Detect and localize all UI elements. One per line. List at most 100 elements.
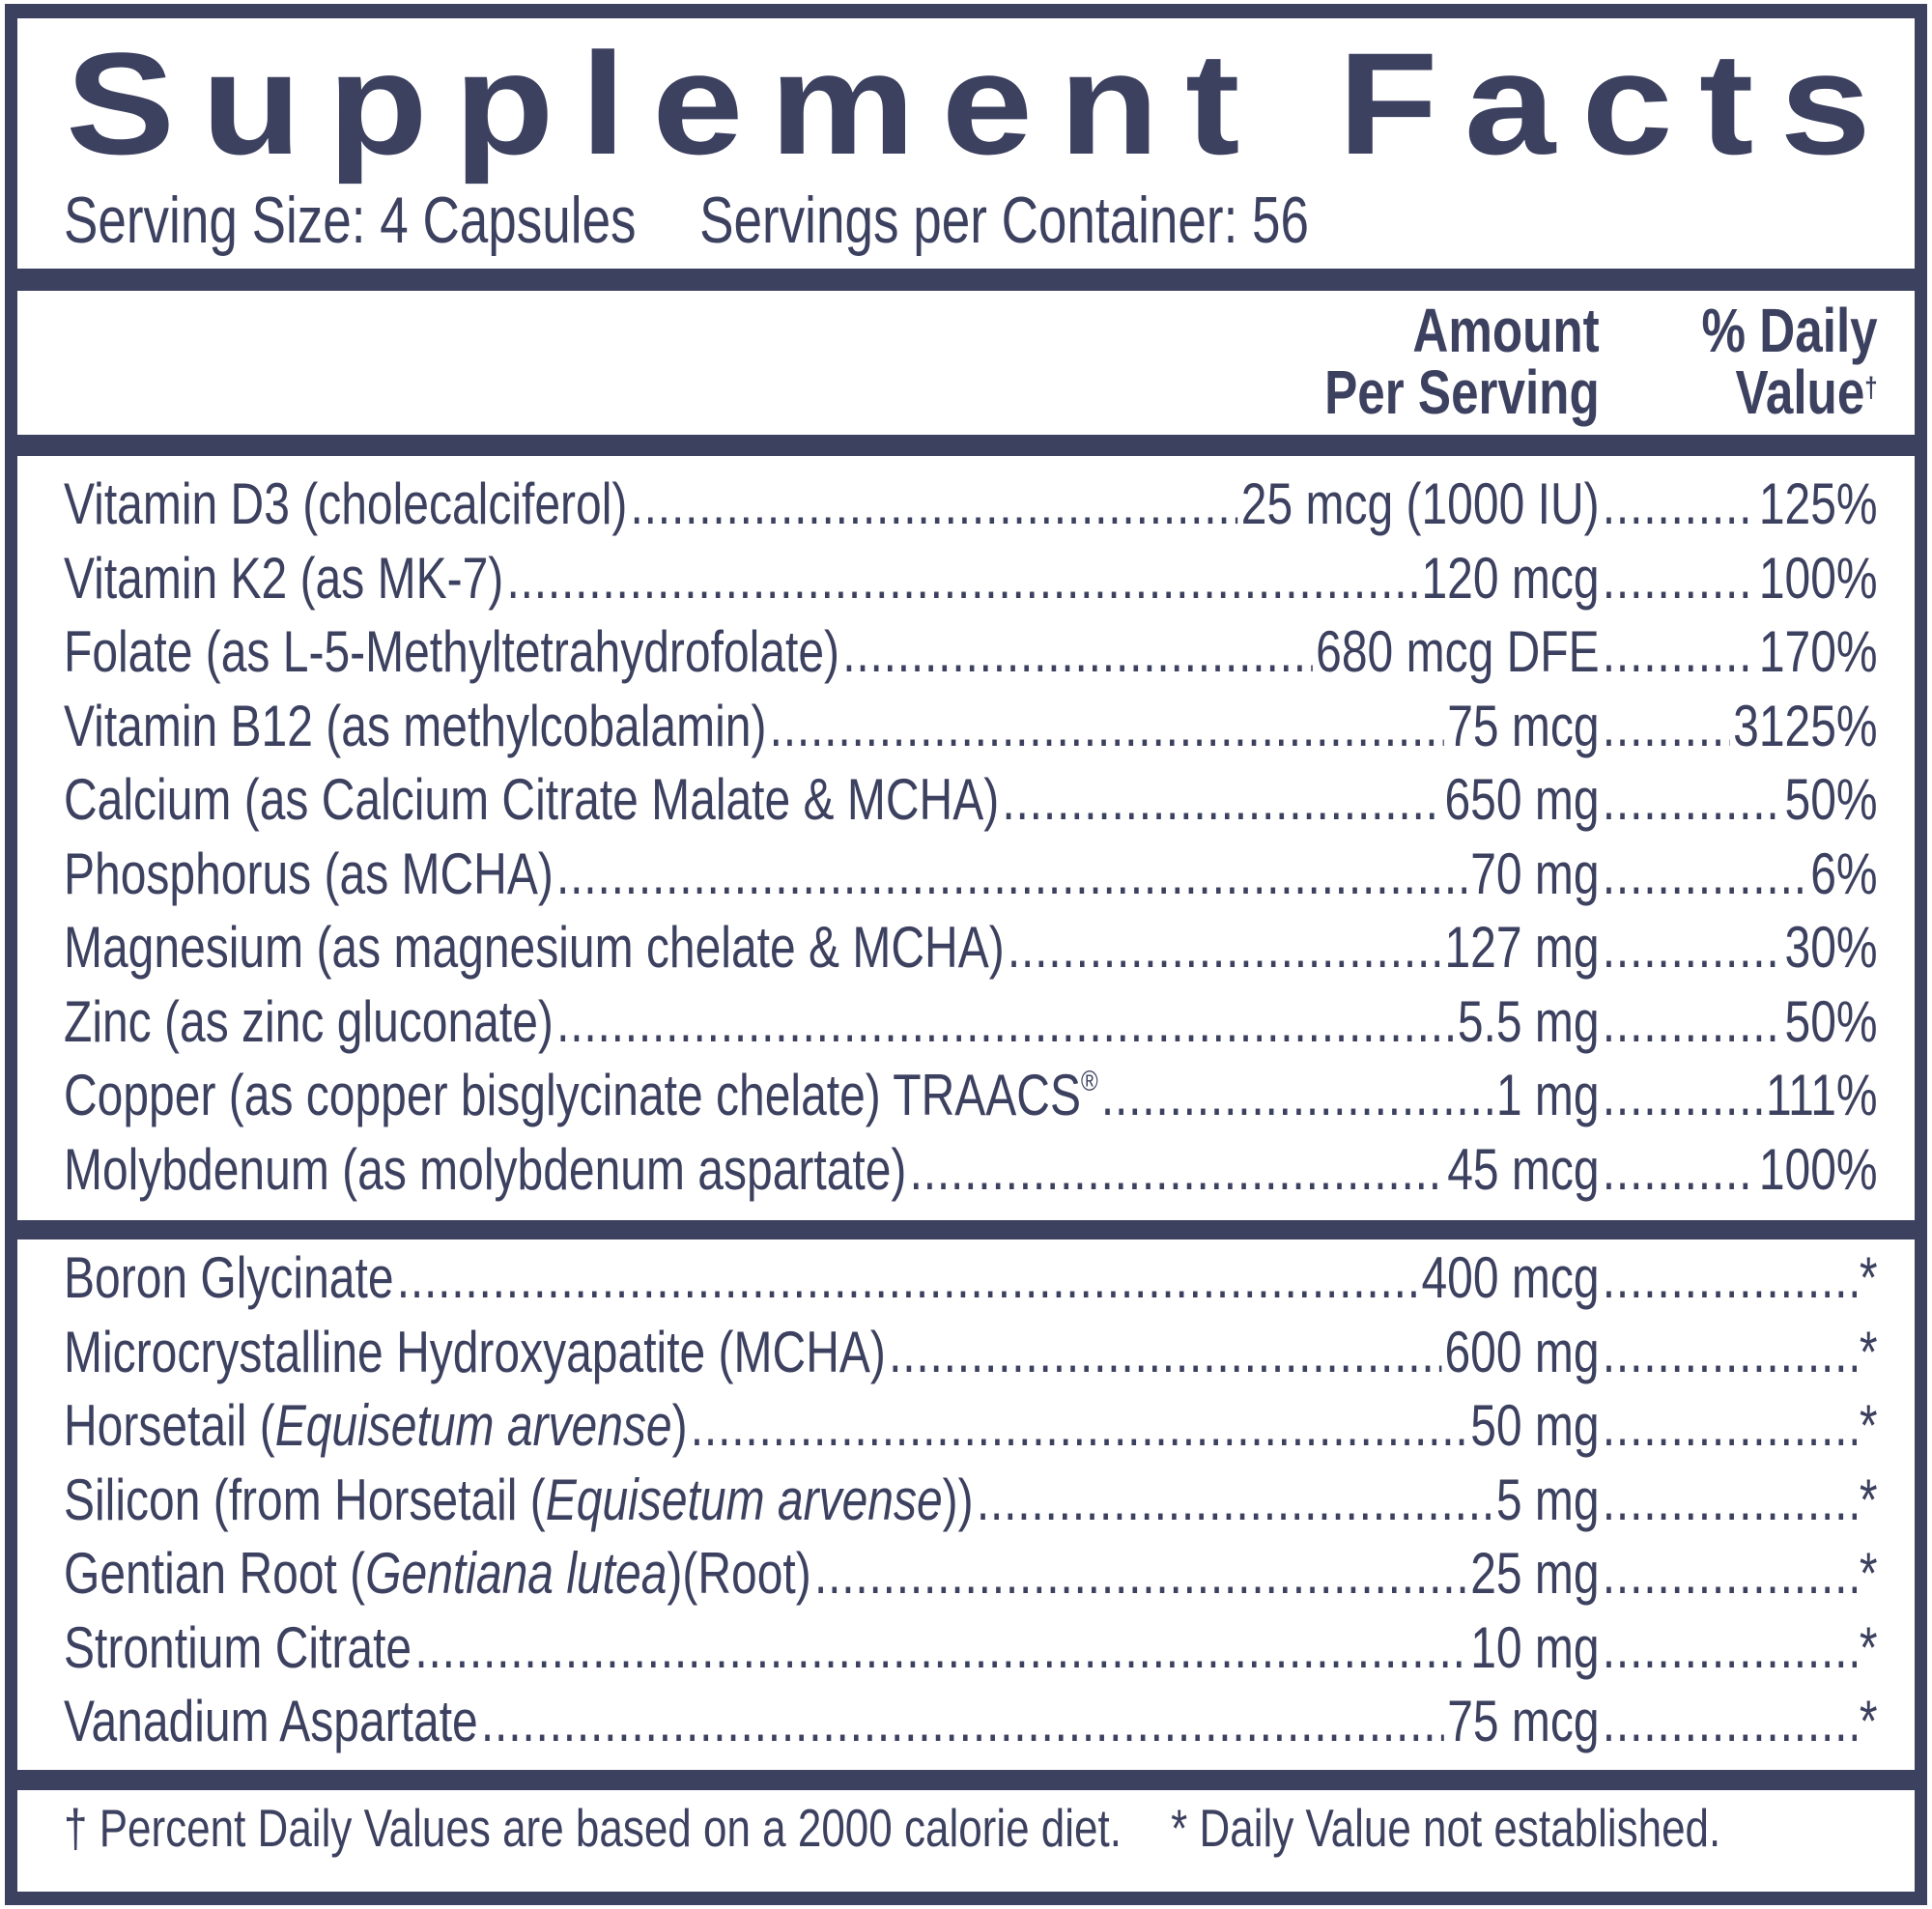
label-frame-bottom [5, 1892, 1927, 1905]
amount-per-serving: 1 mg [1495, 1063, 1600, 1127]
daily-value: 111% [1765, 1063, 1878, 1127]
amount-per-serving: 127 mg [1444, 915, 1600, 980]
table-row: Magnesium (as magnesium chelate & MCHA) 1… [64, 911, 1878, 985]
ingredient-name-part: Folate (as L-5-Methyltetrahydrofolate) [64, 619, 840, 684]
divider-bar [5, 435, 1927, 456]
table-row: Horsetail (Equisetum arvense) 50 mg * [64, 1389, 1878, 1464]
ingredient-name-part: Gentiana lutea [365, 1541, 668, 1606]
table-row: Vitamin B12 (as methylcobalamin) 75 mcg 31… [64, 690, 1878, 764]
row-dv-part: * [1600, 1537, 1878, 1611]
serving-size: Serving Size: 4 Capsules [64, 184, 637, 257]
amount-per-serving: 75 mcg [1447, 693, 1600, 758]
daily-value: * [1859, 1541, 1878, 1606]
dot-leader [1603, 838, 1807, 912]
amount-header-line2: Per Serving [1324, 357, 1600, 427]
ingredient-name-part: Vitamin B12 (as methylcobalamin) [64, 693, 767, 758]
daily-value: 100% [1758, 1136, 1878, 1202]
dot-leader [397, 1241, 1419, 1316]
ingredient-name: Microcrystalline Hydroxyapatite (MCHA) [64, 1316, 886, 1390]
dot-leader [770, 690, 1444, 764]
dot-leader [977, 1464, 1493, 1538]
ingredient-name-part: Equisetum arvense [545, 1467, 943, 1532]
row-dv-part: 170% [1600, 615, 1878, 690]
row-dv-part: 100% [1600, 542, 1878, 616]
ingredient-name: Silicon (from Horsetail (Equisetum arven… [64, 1464, 974, 1538]
ingredient-name-part: Vitamin D3 (cholecalciferol) [64, 471, 628, 536]
row-dv-part: 125% [1600, 468, 1878, 542]
table-row: Microcrystalline Hydroxyapatite (MCHA) 60… [64, 1316, 1878, 1390]
divider-bar [5, 1220, 1927, 1239]
daily-value: 50% [1784, 767, 1878, 832]
dot-leader [414, 1611, 1467, 1686]
dot-leader [1603, 911, 1782, 985]
row-amount-part: Vitamin K2 (as MK-7) 120 mcg [64, 542, 1600, 616]
ingredient-name-part: )) [942, 1467, 974, 1532]
ingredient-name: Folate (as L-5-Methyltetrahydrofolate) [64, 615, 839, 690]
row-amount-part: Boron Glycinate 400 mcg [64, 1241, 1600, 1316]
daily-value: 6% [1810, 841, 1878, 906]
row-dv-part: * [1600, 1316, 1878, 1390]
ingredient-name: Phosphorus (as MCHA) [64, 838, 554, 912]
divider-bar [5, 1770, 1927, 1790]
row-dv-part: 50% [1600, 763, 1878, 838]
dot-leader [481, 1685, 1444, 1759]
daily-value: 50% [1784, 988, 1878, 1054]
ingredient-name-part: Phosphorus (as MCHA) [64, 841, 554, 906]
amount-per-serving: 25 mcg (1000 IU) [1240, 471, 1600, 536]
ingredient-name-part: Strontium Citrate [64, 1614, 412, 1680]
dot-leader [1603, 1241, 1857, 1316]
daily-value: 170% [1758, 619, 1878, 684]
ingredient-name: Vitamin D3 (cholecalciferol) [64, 468, 627, 542]
row-amount-part: Copper (as copper bisglycinate chelate) … [64, 1059, 1600, 1133]
ingredient-name-part: ) [671, 1393, 688, 1458]
dot-leader [910, 1133, 1444, 1208]
daily-value: 125% [1758, 471, 1878, 536]
row-amount-part: Strontium Citrate 10 mg [64, 1611, 1600, 1686]
row-dv-part: 100% [1600, 1133, 1878, 1208]
amount-header-line1: Amount [1412, 296, 1600, 365]
ingredient-name: Molybdenum (as molybdenum aspartate) [64, 1133, 906, 1208]
ingredient-name-part: Magnesium (as magnesium chelate & MCHA) [64, 915, 1005, 980]
dot-leader [1603, 1685, 1857, 1759]
label-frame-top [5, 4, 1927, 18]
dot-leader [1002, 763, 1441, 838]
daily-value: * [1859, 1245, 1878, 1310]
daily-value: 100% [1758, 545, 1878, 611]
row-dv-part: 111% [1600, 1059, 1878, 1133]
dot-leader [1603, 1537, 1857, 1611]
dot-leader [1603, 763, 1782, 838]
ingredient-name: Horsetail (Equisetum arvense) [64, 1389, 688, 1464]
table-row: Calcium (as Calcium Citrate Malate & MCH… [64, 763, 1878, 838]
amount-per-serving: 650 mg [1444, 767, 1600, 832]
amount-per-serving: 680 mcg DFE [1316, 619, 1600, 684]
table-row: Vitamin K2 (as MK-7) 120 mcg 100% [64, 542, 1878, 616]
dot-leader [1603, 1611, 1857, 1686]
other-ingredients-list: Boron Glycinate 400 mcg * Microcrystalline … [64, 1241, 1878, 1759]
row-amount-part: Silicon (from Horsetail (Equisetum arven… [64, 1464, 1600, 1538]
amount-per-serving: 45 mcg [1447, 1136, 1600, 1202]
ingredient-name-part: )(Root) [667, 1541, 811, 1606]
row-amount-part: Vitamin B12 (as methylcobalamin) 75 mcg [64, 690, 1600, 764]
dot-leader [1603, 1059, 1763, 1133]
dot-leader [556, 838, 1467, 912]
table-row: Copper (as copper bisglycinate chelate) … [64, 1059, 1878, 1133]
footnotes: † Percent Daily Values are based on a 20… [64, 1797, 1720, 1859]
daily-value: 30% [1784, 915, 1878, 980]
amount-per-serving: 5 mg [1495, 1467, 1600, 1532]
dot-leader [1603, 1133, 1756, 1208]
dot-leader [1603, 615, 1756, 690]
dot-leader [842, 615, 1313, 690]
dot-leader [631, 468, 1238, 542]
row-amount-part: Molybdenum (as molybdenum aspartate) 45 … [64, 1133, 1600, 1208]
row-dv-part: * [1600, 1241, 1878, 1316]
ingredient-name-part: Vanadium Aspartate [64, 1689, 478, 1753]
row-dv-part: * [1600, 1389, 1878, 1464]
dot-leader [1603, 690, 1730, 764]
dot-leader [1603, 1389, 1857, 1464]
table-row: Vanadium Aspartate 75 mcg * [64, 1685, 1878, 1759]
table-row: Strontium Citrate 10 mg * [64, 1611, 1878, 1686]
footnote-daily-value: † Percent Daily Values are based on a 20… [64, 1798, 1122, 1858]
table-row: Silicon (from Horsetail (Equisetum arven… [64, 1464, 1878, 1538]
daily-value: * [1859, 1614, 1878, 1680]
label-frame-right [1915, 4, 1927, 1905]
